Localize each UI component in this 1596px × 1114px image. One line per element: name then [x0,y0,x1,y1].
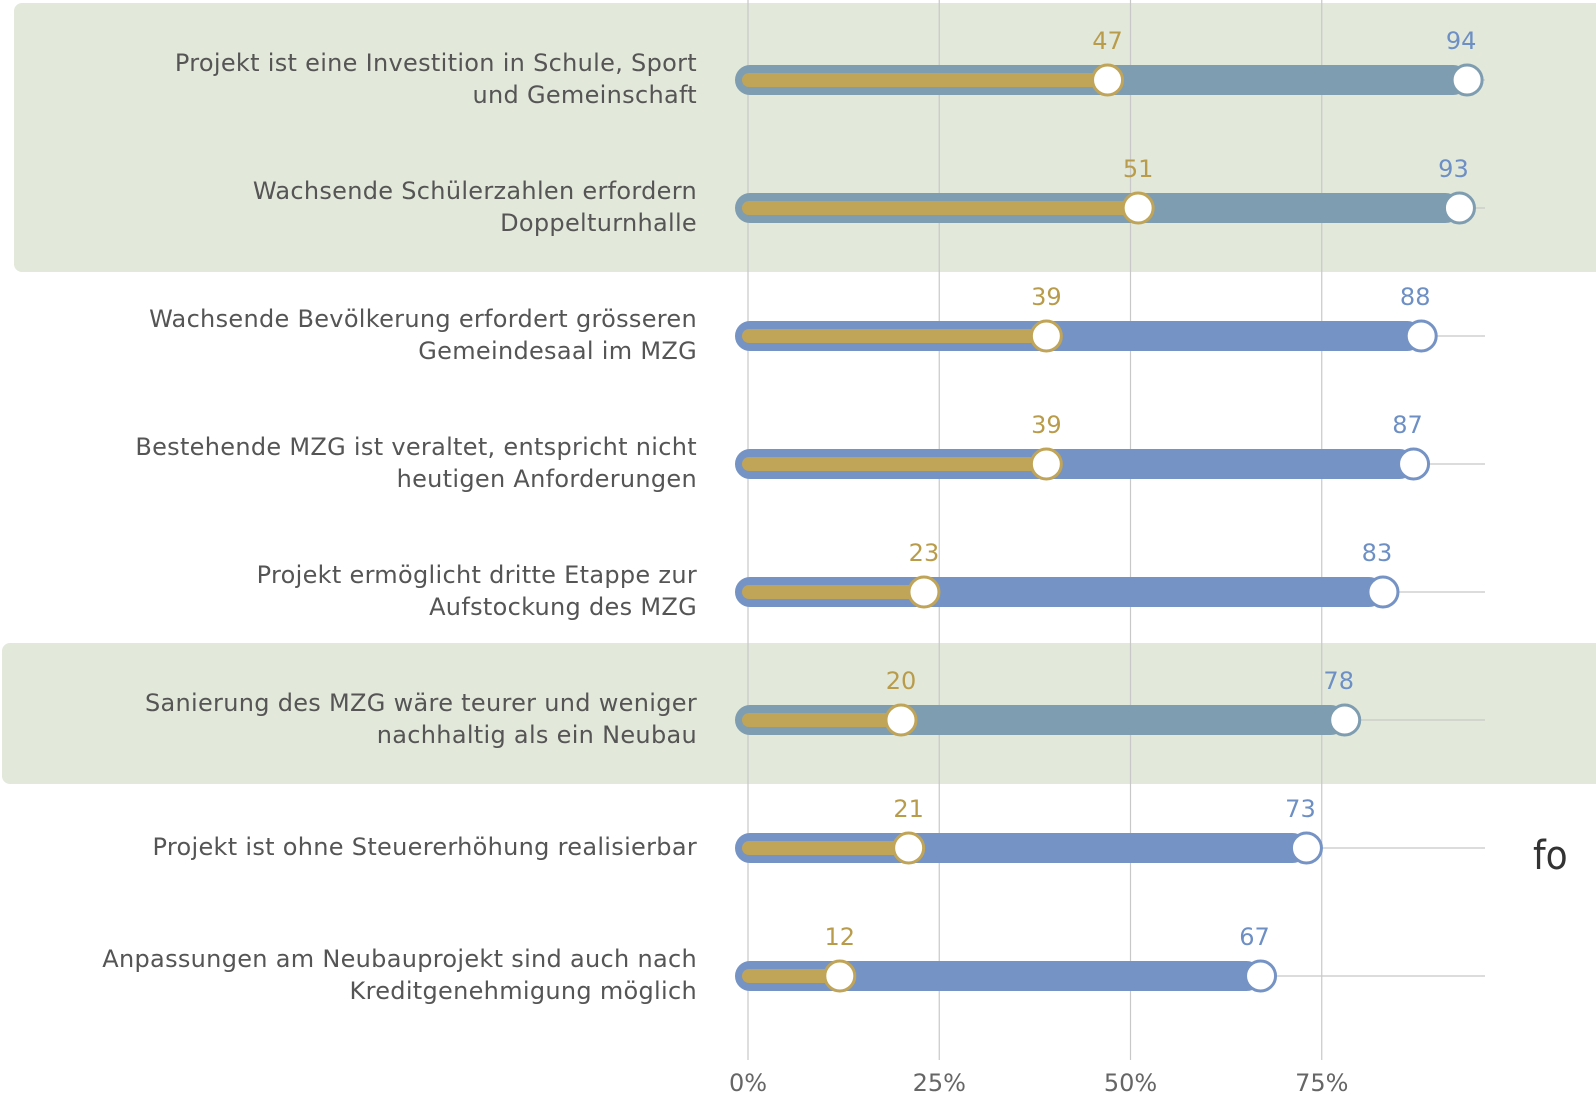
dot [1442,191,1476,225]
bar [742,73,1108,87]
value-label: 83 [1362,539,1393,567]
value-label: 39 [1031,411,1062,439]
dot [1328,703,1362,737]
value-label: 88 [1400,283,1431,311]
value-label: 39 [1031,283,1062,311]
dot [892,831,926,865]
value-label: 12 [825,923,856,951]
bar [742,585,924,599]
bar [742,329,1047,343]
category-label: Projekt ermöglicht dritte Etappe zur Aufs… [257,561,697,621]
dot [823,959,857,993]
category-label: Projekt ist eine Investition in Schule, … [175,49,697,109]
x-tick-label: 75% [1295,1069,1348,1097]
value-label: 21 [893,795,924,823]
category-label: Anpassungen am Neubauprojekt sind auch n… [102,945,697,1005]
dot [1244,959,1278,993]
annotation: fo [1533,833,1568,879]
bar [742,457,1047,471]
category-label: Sanierung des MZG wäre teurer und wenige… [145,689,697,749]
category-label: Wachsende Schülerzahlen erfordern Doppelt… [253,177,697,237]
bar [742,969,840,983]
dot [1366,575,1400,609]
dot [1404,319,1438,353]
value-label: 93 [1438,155,1469,183]
x-tick-label: 0% [729,1069,767,1097]
x-tick-label: 25% [913,1069,966,1097]
value-label: 73 [1285,795,1316,823]
dot [907,575,941,609]
x-tick-label: 50% [1104,1069,1157,1097]
category-label: Projekt ist ohne Steuererhöhung realisie… [153,833,697,861]
dot [1091,63,1125,97]
value-label: 94 [1446,27,1477,55]
value-label: 23 [909,539,940,567]
category-label: Wachsende Bevölkerung erfordert grössere… [149,305,697,365]
value-label: 51 [1123,155,1154,183]
value-label: 20 [886,667,917,695]
dot [1397,447,1431,481]
dot [1029,319,1063,353]
value-label: 87 [1392,411,1423,439]
dot [1289,831,1323,865]
dot [1029,447,1063,481]
value-label: 67 [1239,923,1270,951]
highlight-band [14,3,1596,272]
dot [884,703,918,737]
bar [742,201,1139,215]
bar [742,713,901,727]
category-label: Bestehende MZG ist veraltet, entspricht … [135,433,697,493]
value-label: 78 [1323,667,1354,695]
value-label: 47 [1092,27,1123,55]
dot [1450,63,1484,97]
bar [742,841,909,855]
dot [1121,191,1155,225]
